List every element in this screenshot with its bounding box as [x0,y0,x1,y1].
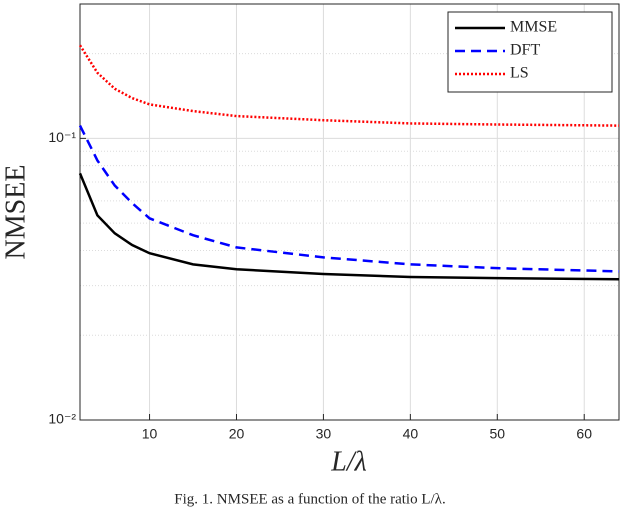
caption: Fig. 1. NMSEE as a function of the ratio… [174,491,445,507]
x-axis-label: L/λ [330,446,366,477]
legend-label: MMSE [510,19,557,36]
legend-label: DFT [510,42,540,59]
x-tick-label: 60 [576,426,592,442]
legend-box [447,11,613,93]
legend-label: LS [510,65,529,82]
x-tick-label: 40 [403,426,419,442]
x-tick-label: 20 [229,426,245,442]
y-tick-label: 10⁻² [48,411,76,427]
plot-frame [79,3,620,421]
y-tick-label: 10⁻¹ [48,129,76,145]
y-axis-label: NMSEE [0,165,31,260]
line-series [78,125,620,273]
x-tick-label: 10 [142,426,158,442]
line-series [78,172,620,281]
line-series [78,44,620,127]
x-tick-label: 30 [316,426,332,442]
x-tick-label: 50 [490,426,506,442]
